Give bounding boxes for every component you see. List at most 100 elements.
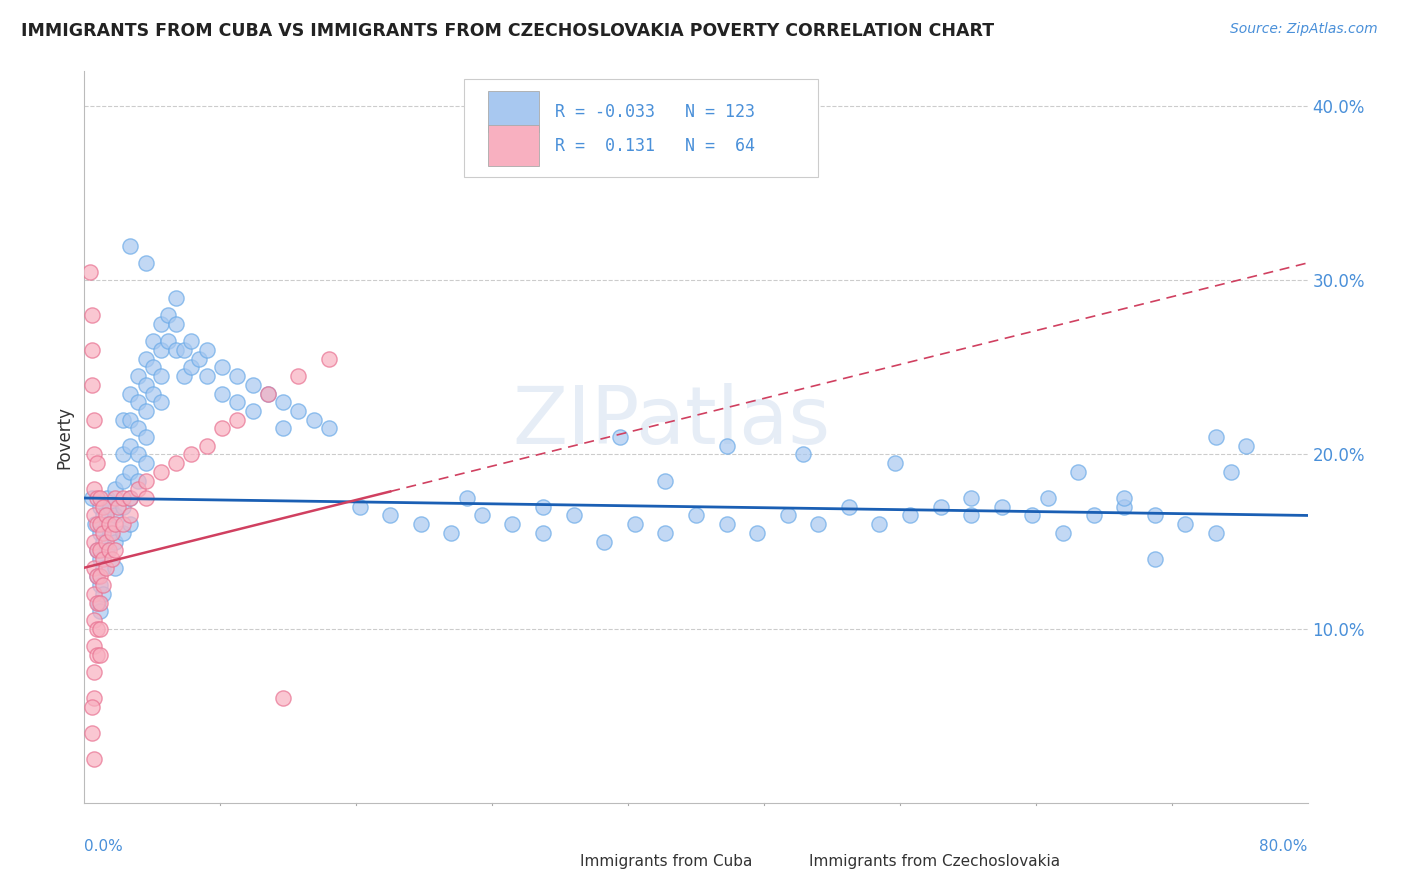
Point bbox=[86, 622, 108, 636]
Point bbox=[135, 456, 157, 470]
Point bbox=[83, 639, 105, 653]
Point bbox=[1143, 508, 1166, 523]
Point bbox=[349, 500, 371, 514]
Point bbox=[1083, 508, 1105, 523]
Point bbox=[96, 517, 118, 532]
Point bbox=[127, 369, 149, 384]
Point bbox=[101, 525, 124, 540]
Point bbox=[142, 360, 165, 375]
Point bbox=[149, 465, 172, 479]
Point bbox=[80, 377, 103, 392]
Point bbox=[98, 500, 121, 514]
Point bbox=[654, 474, 676, 488]
Point bbox=[120, 491, 142, 505]
Point bbox=[271, 691, 294, 706]
Point bbox=[89, 525, 111, 540]
Point bbox=[318, 421, 340, 435]
Point bbox=[101, 552, 124, 566]
Point bbox=[991, 500, 1014, 514]
Point bbox=[929, 500, 952, 514]
Point bbox=[195, 343, 218, 357]
Point bbox=[83, 508, 105, 523]
Point bbox=[609, 430, 631, 444]
Point bbox=[165, 291, 187, 305]
Point bbox=[89, 543, 111, 558]
Point bbox=[1067, 465, 1090, 479]
Point bbox=[89, 569, 111, 583]
Point bbox=[302, 412, 325, 426]
Point bbox=[111, 491, 134, 505]
FancyBboxPatch shape bbox=[547, 847, 578, 876]
Point bbox=[157, 334, 180, 349]
Point bbox=[271, 395, 294, 409]
Point bbox=[80, 491, 103, 505]
Point bbox=[80, 308, 103, 322]
Point bbox=[135, 351, 157, 366]
Point bbox=[271, 421, 294, 435]
Point bbox=[120, 465, 142, 479]
Point bbox=[180, 360, 202, 375]
Point bbox=[149, 395, 172, 409]
Point bbox=[1205, 525, 1227, 540]
Point bbox=[120, 491, 142, 505]
Point bbox=[83, 412, 105, 426]
Point bbox=[89, 648, 111, 662]
Point bbox=[104, 517, 127, 532]
FancyBboxPatch shape bbox=[464, 78, 818, 178]
Point bbox=[180, 334, 202, 349]
Point bbox=[242, 404, 264, 418]
FancyBboxPatch shape bbox=[773, 847, 804, 876]
Point bbox=[142, 334, 165, 349]
Point bbox=[111, 448, 134, 462]
Point bbox=[79, 265, 101, 279]
Text: Immigrants from Czechoslovakia: Immigrants from Czechoslovakia bbox=[808, 854, 1060, 869]
Point bbox=[111, 474, 134, 488]
Y-axis label: Poverty: Poverty bbox=[55, 406, 73, 468]
Point bbox=[91, 578, 114, 592]
Point bbox=[120, 508, 142, 523]
Point bbox=[83, 534, 105, 549]
Point bbox=[120, 439, 142, 453]
Text: Source: ZipAtlas.com: Source: ZipAtlas.com bbox=[1230, 22, 1378, 37]
Point bbox=[685, 508, 707, 523]
Point bbox=[98, 525, 121, 540]
Point bbox=[120, 517, 142, 532]
Point bbox=[135, 430, 157, 444]
Point bbox=[94, 534, 117, 549]
Point bbox=[716, 439, 738, 453]
Point bbox=[883, 456, 905, 470]
Point bbox=[149, 343, 172, 357]
Point bbox=[84, 517, 107, 532]
Point bbox=[127, 421, 149, 435]
Point bbox=[89, 491, 111, 505]
Point bbox=[87, 595, 110, 609]
Point bbox=[502, 517, 524, 532]
Point bbox=[86, 456, 108, 470]
Point bbox=[80, 700, 103, 714]
Point bbox=[180, 448, 202, 462]
Point bbox=[287, 369, 309, 384]
Point bbox=[104, 560, 127, 574]
Point bbox=[127, 483, 149, 497]
Point bbox=[1114, 491, 1136, 505]
Point bbox=[242, 377, 264, 392]
Point bbox=[135, 377, 157, 392]
Point bbox=[440, 525, 463, 540]
Point bbox=[195, 439, 218, 453]
Point bbox=[111, 500, 134, 514]
Point bbox=[91, 525, 114, 540]
Point bbox=[91, 508, 114, 523]
Point bbox=[89, 500, 111, 514]
Text: ZIPatlas: ZIPatlas bbox=[512, 384, 831, 461]
Point bbox=[86, 569, 108, 583]
Point bbox=[91, 560, 114, 574]
Point bbox=[89, 578, 111, 592]
Point bbox=[898, 508, 921, 523]
Point bbox=[86, 543, 108, 558]
Point bbox=[1052, 525, 1074, 540]
Point bbox=[89, 604, 111, 618]
Point bbox=[226, 369, 249, 384]
Point bbox=[111, 525, 134, 540]
Point bbox=[120, 412, 142, 426]
Point bbox=[104, 483, 127, 497]
